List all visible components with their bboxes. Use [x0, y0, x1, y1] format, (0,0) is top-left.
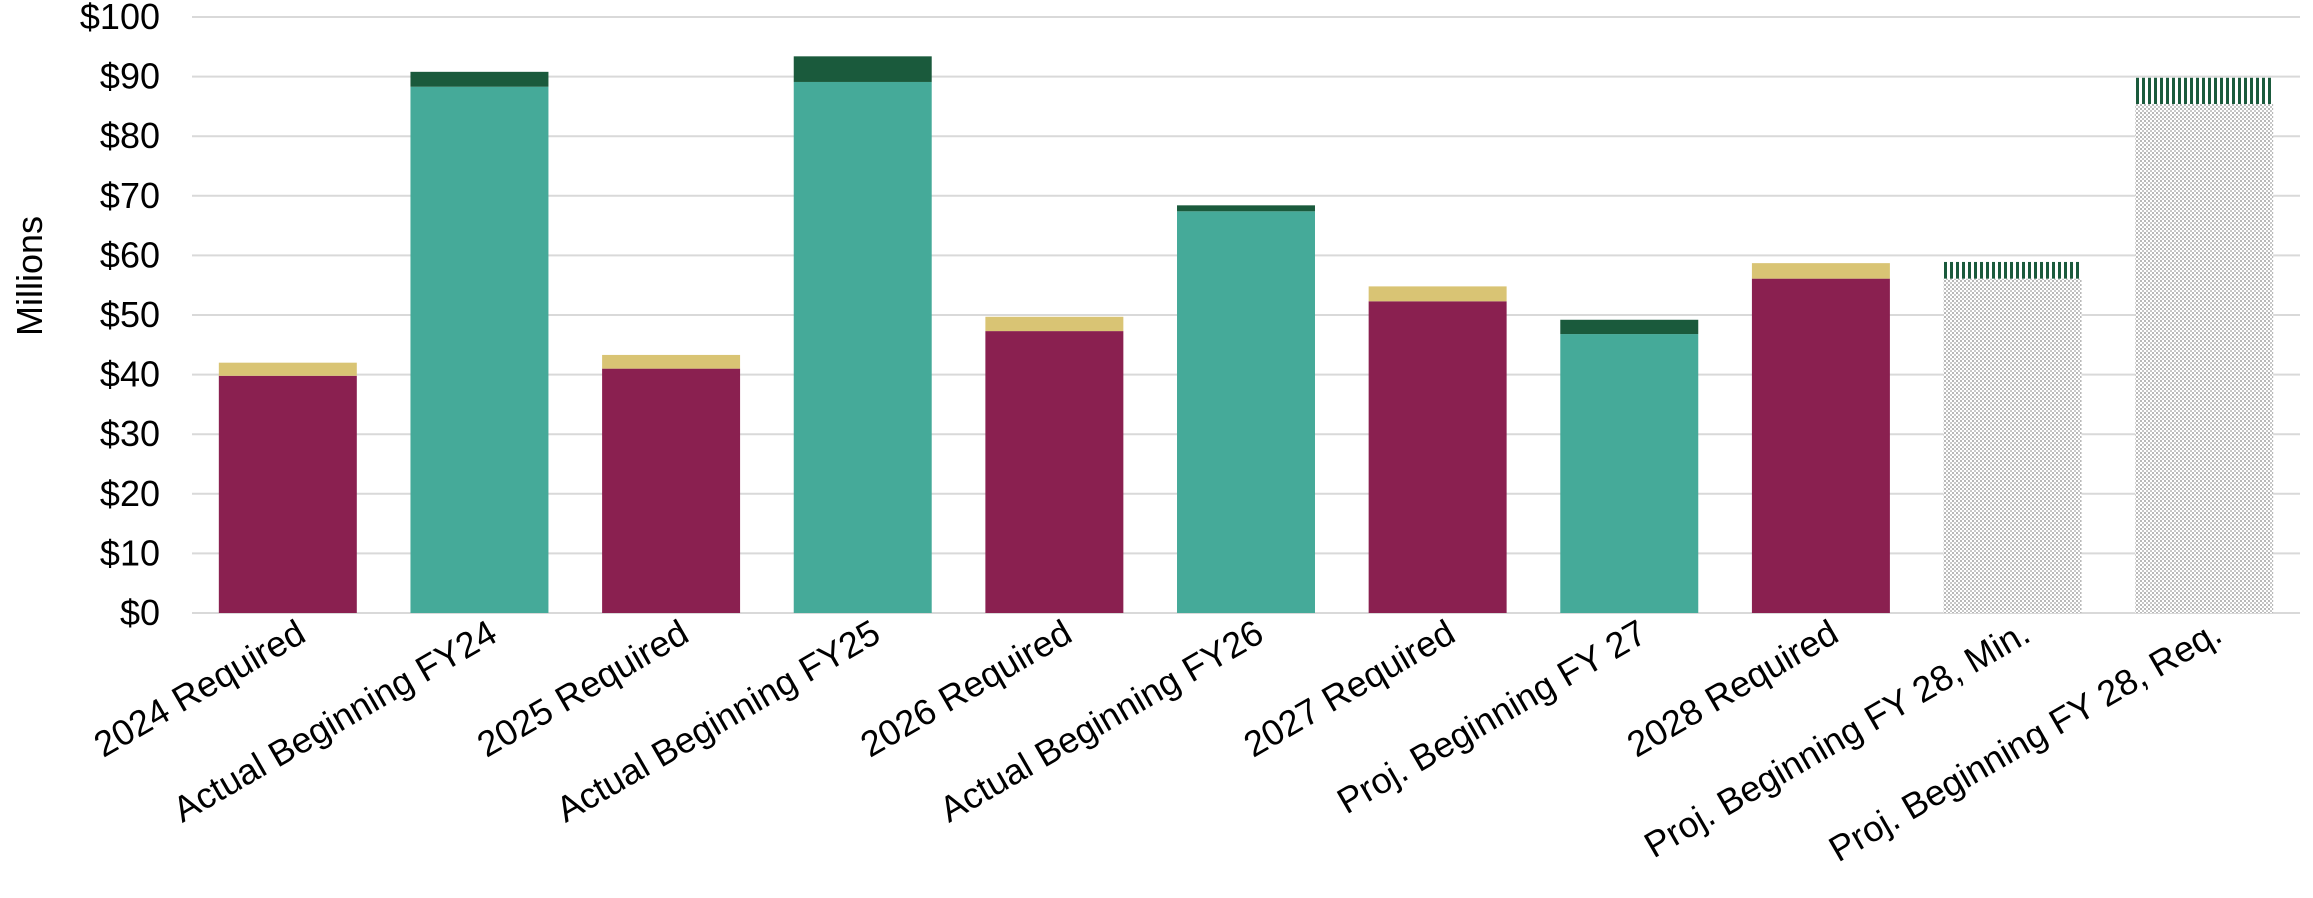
y-tick-label: $40 [100, 354, 160, 395]
bar-segment-base [218, 375, 357, 613]
bar-segment-top [602, 354, 741, 369]
bar-segment-top [1943, 261, 2082, 279]
bar-segment-top [2135, 77, 2274, 105]
y-tick-label: $50 [100, 294, 160, 335]
bar-segment-top [793, 56, 932, 82]
bar-segment-top [1751, 263, 1890, 279]
y-tick-label: $10 [100, 532, 160, 573]
y-axis-tick-labels: $0 $10 $20 $30 $40 $50 $60 $70 $80 $90 $100 [80, 0, 160, 633]
bar-segment-top [1560, 319, 1699, 335]
y-tick-label: $70 [100, 175, 160, 216]
y-tick-label: $90 [100, 56, 160, 97]
bar-segment-base [1943, 278, 2082, 613]
bar-segment-base [1751, 278, 1890, 613]
bar-segment-top [1177, 205, 1315, 212]
bar-segment-base [602, 368, 741, 613]
bar-segment-top [218, 362, 357, 376]
bar-segment-base [2135, 104, 2274, 614]
bar-segment-top [985, 316, 1124, 332]
y-tick-label: $20 [100, 473, 160, 514]
bars [218, 56, 2274, 614]
bar-segment-base [1560, 334, 1699, 613]
y-tick-label: $100 [80, 0, 160, 37]
bar-segment-top [410, 71, 549, 87]
x-category-label: Actual Beginning FY24 [166, 611, 504, 830]
bar-segment-base [985, 331, 1124, 613]
x-category-label: Actual Beginning FY26 [932, 611, 1270, 830]
bar-segment-top [1368, 286, 1507, 302]
bar-segment-base [410, 86, 549, 614]
bar-segment-base [793, 81, 932, 614]
bar-segment-base [1177, 211, 1315, 613]
x-category-label: Proj. Beginning FY 27 [1330, 611, 1653, 821]
y-axis-title: Millions [9, 216, 50, 336]
y-tick-label: $30 [100, 413, 160, 454]
y-tick-label: $0 [120, 592, 160, 633]
y-tick-label: $60 [100, 234, 160, 275]
bar-segment-base [1368, 301, 1507, 613]
y-tick-label: $80 [100, 115, 160, 156]
x-category-label: Actual Beginning FY25 [549, 611, 887, 830]
